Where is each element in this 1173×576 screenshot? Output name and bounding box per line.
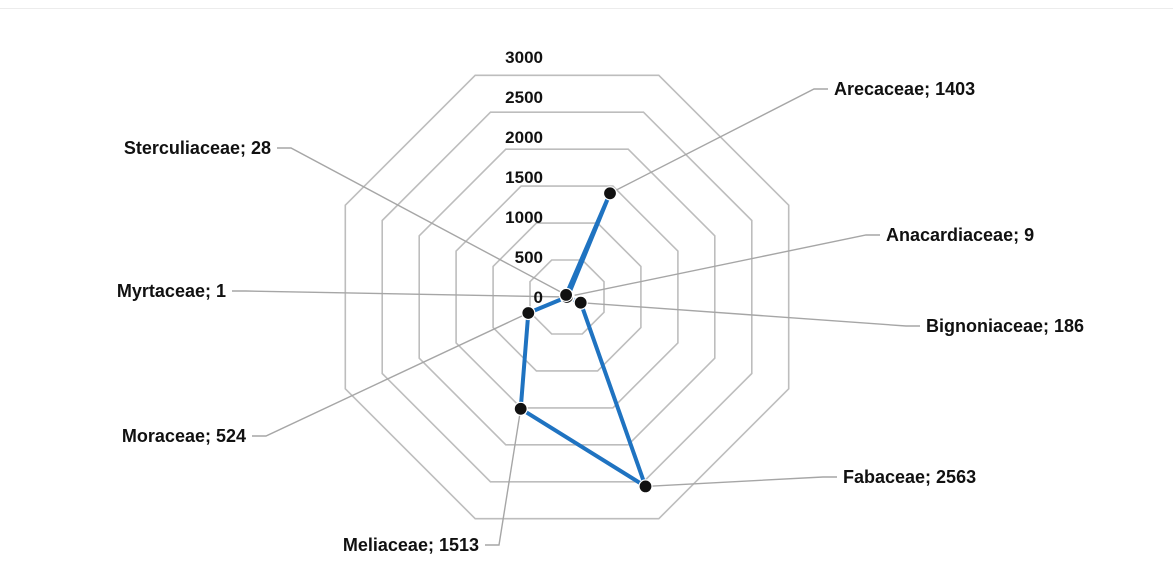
data-label: Bignoniaceae; 186 (926, 316, 1084, 336)
data-point-marker (513, 401, 528, 416)
axis-tick-label: 0 (534, 288, 543, 307)
top-border (0, 8, 1173, 9)
data-point-marker (602, 186, 618, 201)
leader-line (277, 147, 567, 296)
data-point-marker (573, 295, 588, 310)
data-label: Fabaceae; 2563 (843, 467, 976, 487)
data-label: Arecaceae; 1403 (834, 79, 975, 99)
axis-tick-label: 1500 (505, 168, 543, 187)
data-point-marker (521, 305, 536, 321)
leader-line (609, 88, 828, 194)
axis-tick-label: 3000 (505, 48, 543, 67)
leader-line (567, 234, 880, 298)
axis-tick-label: 2500 (505, 88, 543, 107)
axis-tick-label: 2000 (505, 128, 543, 147)
leader-layer (232, 88, 920, 546)
leader-line (232, 290, 567, 298)
grid-layer (344, 74, 790, 520)
grid-ring (344, 74, 790, 520)
grid-ring (492, 222, 642, 372)
series-layer (513, 186, 653, 494)
grid-ring (418, 148, 716, 446)
data-label: Sterculiaceae; 28 (124, 138, 271, 158)
data-label: Moraceae; 524 (122, 426, 246, 446)
leader-line (252, 312, 529, 437)
label-layer: Arecaceae; 1403 Anacardiaceae; 9 Bignoniac… (117, 79, 1084, 555)
leader-line (580, 302, 920, 327)
axis-tick-label: 1000 (505, 208, 543, 227)
data-label: Anacardiaceae; 9 (886, 225, 1034, 245)
leader-line (485, 408, 522, 546)
leader-line (645, 476, 837, 488)
data-point-marker (638, 479, 653, 494)
data-point-marker (558, 287, 574, 302)
data-label: Myrtaceae; 1 (117, 281, 226, 301)
axis-tick-label: 500 (515, 248, 543, 267)
data-label: Meliaceae; 1513 (343, 535, 479, 555)
grid-ring (529, 259, 605, 335)
tick-layer: 0 500 1000 1500 2000 2500 3000 (505, 48, 543, 307)
grid-ring (381, 111, 753, 483)
series-line (518, 191, 648, 489)
